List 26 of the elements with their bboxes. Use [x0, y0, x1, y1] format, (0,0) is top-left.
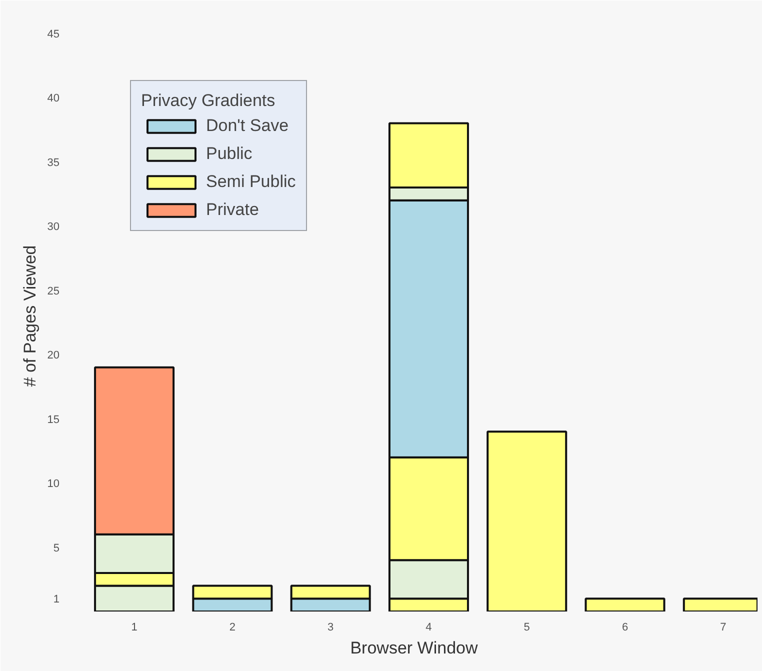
- legend-label: Semi Public: [206, 172, 296, 192]
- y-tick-label: 15: [47, 414, 60, 426]
- legend-label: Don't Save: [206, 116, 289, 136]
- y-tick-label: 25: [47, 285, 60, 298]
- y-tick-label: 35: [47, 156, 60, 169]
- y-tick-label: 5: [53, 542, 60, 554]
- x-axis-title: Browser Window: [350, 638, 478, 658]
- y-tick-label: 30: [47, 221, 60, 234]
- legend-label: Private: [206, 200, 259, 220]
- y-tick-label: 45: [47, 28, 60, 40]
- x-tick-label: 7: [720, 622, 726, 634]
- y-axis-title: # of Pages Viewed: [20, 245, 40, 387]
- y-tick-label: 20: [47, 350, 60, 362]
- y-tick-label: 10: [47, 478, 60, 490]
- x-tick-label: 1: [131, 622, 138, 634]
- x-tick-label: 5: [524, 622, 530, 634]
- legend-title: Privacy Gradients: [141, 91, 276, 111]
- x-tick-label: 4: [426, 622, 432, 634]
- x-tick-label: 3: [328, 622, 334, 634]
- y-tick-label: 40: [47, 92, 60, 105]
- x-tick-label: 2: [229, 622, 236, 634]
- x-tick-label: 6: [622, 622, 628, 634]
- bar: [486, 430, 568, 612]
- y-tick-label: 1: [53, 594, 60, 606]
- bar: [584, 598, 666, 612]
- legend-label: Public: [206, 144, 252, 164]
